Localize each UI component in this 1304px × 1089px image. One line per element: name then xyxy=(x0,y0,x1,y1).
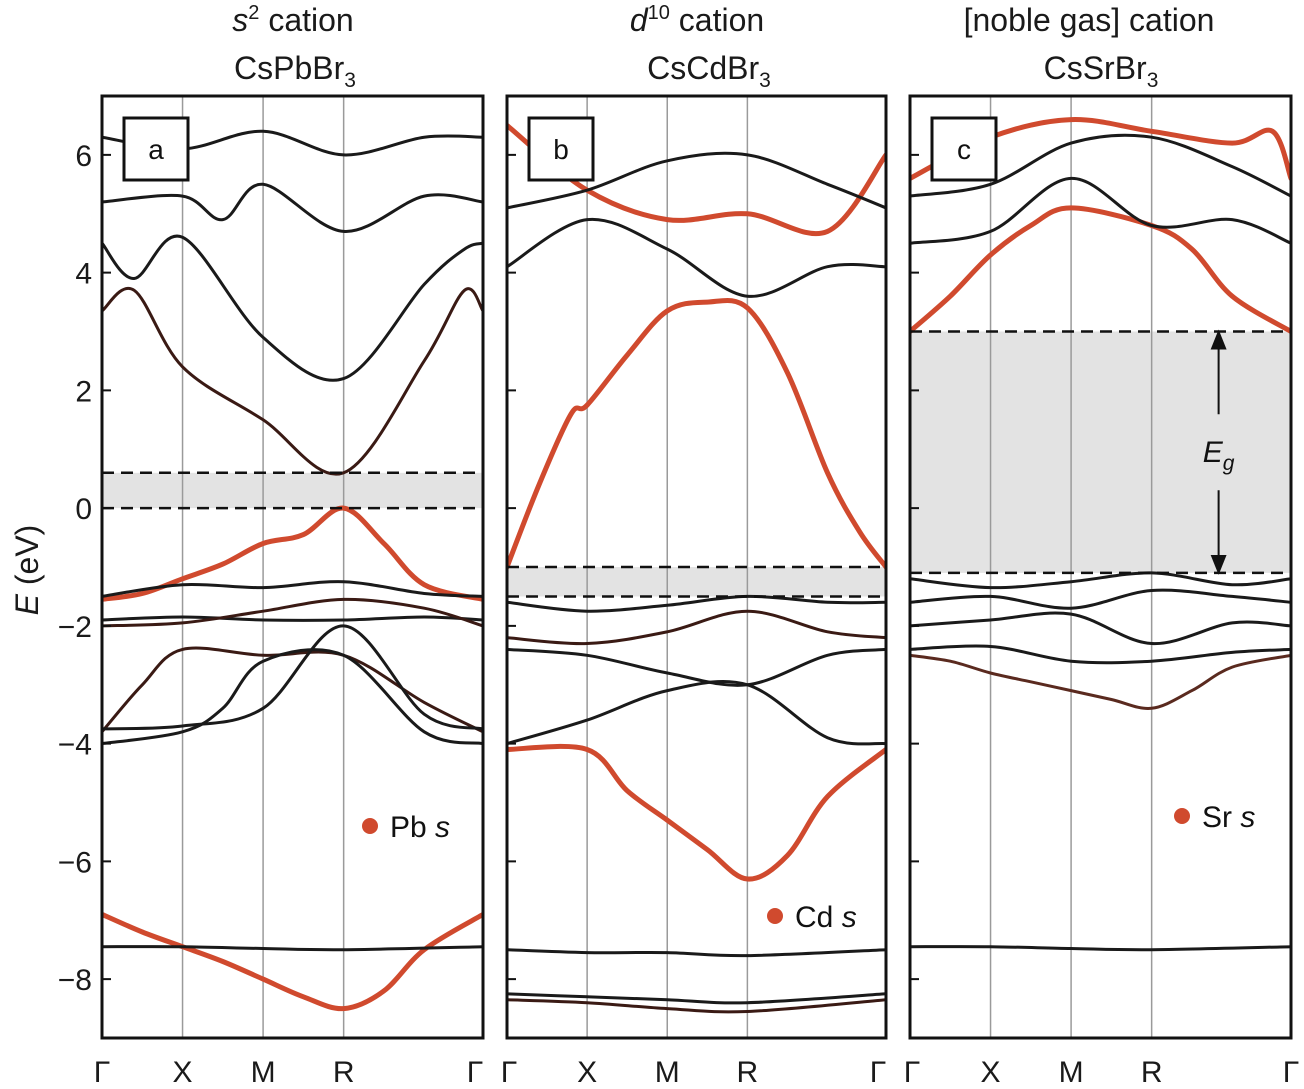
y-tick-label: −4 xyxy=(58,729,92,762)
plot-frame-c xyxy=(908,94,1293,1040)
kpoint-label-R: R xyxy=(737,1056,759,1089)
panel-a-title-compound: CsPbBr3 xyxy=(234,50,356,92)
panel-b: Γ X M R Γb xyxy=(501,94,888,1089)
panel-a-title-cation: s2 cation xyxy=(232,2,353,38)
panel-label-box-b xyxy=(527,116,595,182)
legend-label-pb: Pb s xyxy=(390,811,450,844)
band-gap-shading-a xyxy=(102,472,483,509)
band-line-c-5 xyxy=(910,133,1291,198)
kpoint-label-Γ: Γ xyxy=(501,1056,518,1089)
band-line-a-1 xyxy=(102,911,483,1012)
band-line-b-3 xyxy=(507,948,886,958)
legend-panel-c: Sr s xyxy=(1174,801,1255,834)
band-line-c-8 xyxy=(910,611,1291,646)
bands-a xyxy=(102,129,483,1012)
band-line-a-7 xyxy=(102,580,483,598)
band-line-c-0 xyxy=(910,653,1291,710)
band-line-b-4 xyxy=(507,992,886,1005)
band-line-c-4 xyxy=(910,176,1291,245)
y-tick-label: −6 xyxy=(58,846,92,879)
band-line-b-10 xyxy=(507,647,886,687)
band-line-b-6 xyxy=(507,217,886,298)
panel-b-title-cation: d10 cation xyxy=(630,2,764,38)
legend-marker-sr xyxy=(1174,808,1190,824)
band-line-b-0 xyxy=(507,297,886,570)
y-tick-label: −2 xyxy=(58,611,92,644)
kpoint-label-Γ: Γ xyxy=(467,1056,484,1089)
kpoint-label-Γ: Γ xyxy=(1283,1056,1300,1089)
kpoint-label-X: X xyxy=(577,1056,597,1089)
band-line-a-11 xyxy=(102,624,483,731)
y-tick-label: 4 xyxy=(75,258,92,291)
legend-marker-cd xyxy=(767,908,783,924)
kpoint-label-X: X xyxy=(981,1056,1001,1089)
band-line-c-3 xyxy=(910,945,1291,952)
kpoint-label-R: R xyxy=(333,1056,355,1089)
titles: s2 cation CsPbBr3 d10 cation CsCdBr3 [no… xyxy=(232,2,1214,92)
panel-label-box-a xyxy=(122,116,190,182)
kpoint-label-M: M xyxy=(251,1056,276,1089)
legend-panel-b: Cd s xyxy=(767,901,857,934)
panel-c-title-cation: [noble gas] cation xyxy=(964,2,1215,38)
y-tick-label: −8 xyxy=(58,964,92,997)
kpoint-label-Γ: Γ xyxy=(94,1056,111,1089)
panel-label-a: a xyxy=(148,134,164,165)
panel-label-c: c xyxy=(957,134,971,165)
legend-marker-pb xyxy=(362,818,378,834)
band-line-b-1 xyxy=(507,743,886,882)
y-axis-label: E (eV) xyxy=(9,525,45,616)
gap-label: Eg xyxy=(1203,436,1235,475)
bands-b xyxy=(507,122,886,1014)
panel-c: Eg Γ X M R Γc xyxy=(904,94,1300,1089)
legend-panel-a: Pb s xyxy=(362,811,450,844)
y-tick-label: 0 xyxy=(75,493,92,526)
band-line-b-9 xyxy=(507,609,886,646)
band-gap-shading-c xyxy=(910,331,1291,573)
band-gap-shading-b xyxy=(507,567,886,597)
legend-label-sr: Sr s xyxy=(1202,801,1255,834)
band-line-a-4 xyxy=(102,234,483,382)
plot-frame-b xyxy=(505,94,888,1040)
band-line-b-5 xyxy=(507,998,886,1014)
band-line-c-6 xyxy=(910,571,1291,590)
band-line-a-10 xyxy=(102,646,483,734)
panel-label-box-c xyxy=(930,116,998,182)
band-line-c-7 xyxy=(910,588,1291,610)
kpoint-label-X: X xyxy=(173,1056,193,1089)
y-tick-label: 6 xyxy=(75,140,92,173)
band-line-a-9 xyxy=(102,597,483,628)
kpoint-label-Γ: Γ xyxy=(904,1056,921,1089)
band-line-b-7 xyxy=(507,151,886,210)
band-line-a-2 xyxy=(102,945,483,952)
kpoint-label-R: R xyxy=(1141,1056,1163,1089)
panel-c-title-compound: CsSrBr3 xyxy=(1044,50,1159,92)
band-line-c-9 xyxy=(910,644,1291,665)
y-tick-label: 2 xyxy=(75,375,92,408)
band-line-b-11 xyxy=(507,679,886,746)
plot-frame-a xyxy=(100,94,485,1040)
legend-label-cd: Cd s xyxy=(795,901,857,934)
band-line-a-5 xyxy=(102,182,483,233)
band-line-c-1 xyxy=(910,205,1291,334)
kpoint-label-M: M xyxy=(1059,1056,1084,1089)
band-line-a-12 xyxy=(102,648,483,746)
panel-b-title-compound: CsCdBr3 xyxy=(647,50,771,92)
panel-label-b: b xyxy=(553,134,569,165)
band-line-b-2 xyxy=(507,122,886,237)
panel-a: −8 −6 −4 −2 0 2 4 6 Γ X M R Γa xyxy=(58,94,485,1089)
band-line-a-8 xyxy=(102,615,483,622)
band-line-b-8 xyxy=(507,594,886,613)
band-line-a-3 xyxy=(102,286,483,476)
kpoint-label-Γ: Γ xyxy=(870,1056,887,1089)
kpoint-label-M: M xyxy=(655,1056,680,1089)
